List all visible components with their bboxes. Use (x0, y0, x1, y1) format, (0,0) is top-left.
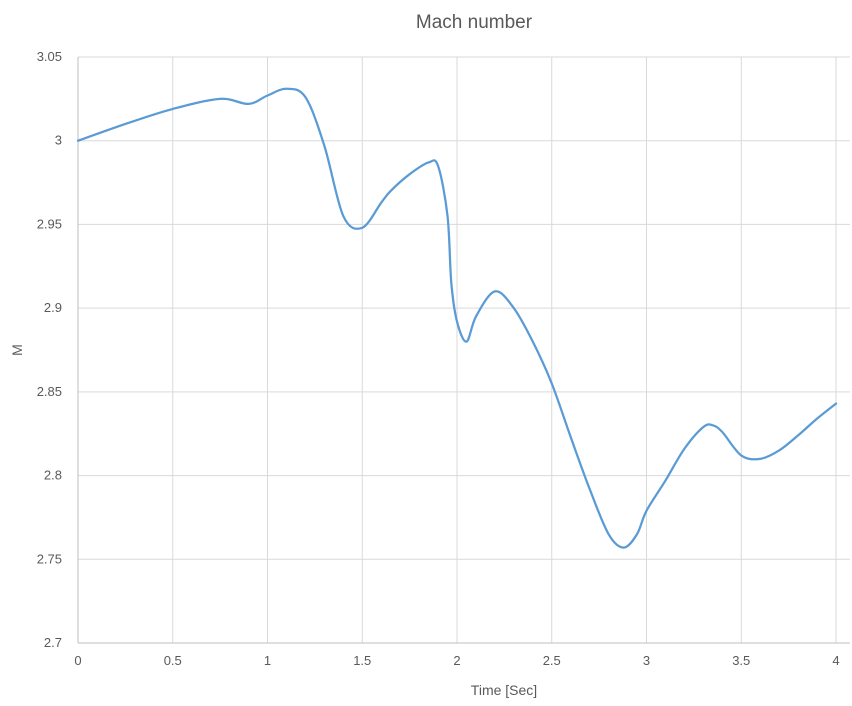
y-tick-label: 3 (55, 133, 62, 148)
x-tick-label: 4 (832, 653, 839, 668)
y-tick-label: 2.75 (37, 551, 62, 566)
x-tick-label: 2 (453, 653, 460, 668)
y-tick-label: 2.7 (44, 635, 62, 650)
y-tick-label: 2.95 (37, 216, 62, 231)
y-axis-label: M (9, 344, 25, 356)
axes: 0 0.5 1 1.5 2 2.5 3 3.5 4 2.7 2.75 2.8 2.85 2.9 2.95 3 3… (37, 49, 850, 668)
x-tick-label: 3 (643, 653, 650, 668)
x-tick-label: 3.5 (732, 653, 750, 668)
grid (78, 56, 850, 644)
x-tick-label: 0.5 (164, 653, 182, 668)
series-line (76, 87, 838, 549)
x-tick-label: 1.5 (353, 653, 371, 668)
x-tick-label: 0 (74, 653, 81, 668)
y-tick-label: 2.8 (44, 468, 62, 483)
x-tick-label: 2.5 (543, 653, 561, 668)
x-tick-label: 1 (264, 653, 271, 668)
series-layer (76, 87, 838, 549)
y-tick-label: 2.85 (37, 384, 62, 399)
chart-title: Mach number (416, 12, 533, 33)
y-tick-label: 2.9 (44, 300, 62, 315)
y-tick-label: 3.05 (37, 49, 62, 64)
x-axis-label: Time [Sec] (471, 682, 537, 698)
